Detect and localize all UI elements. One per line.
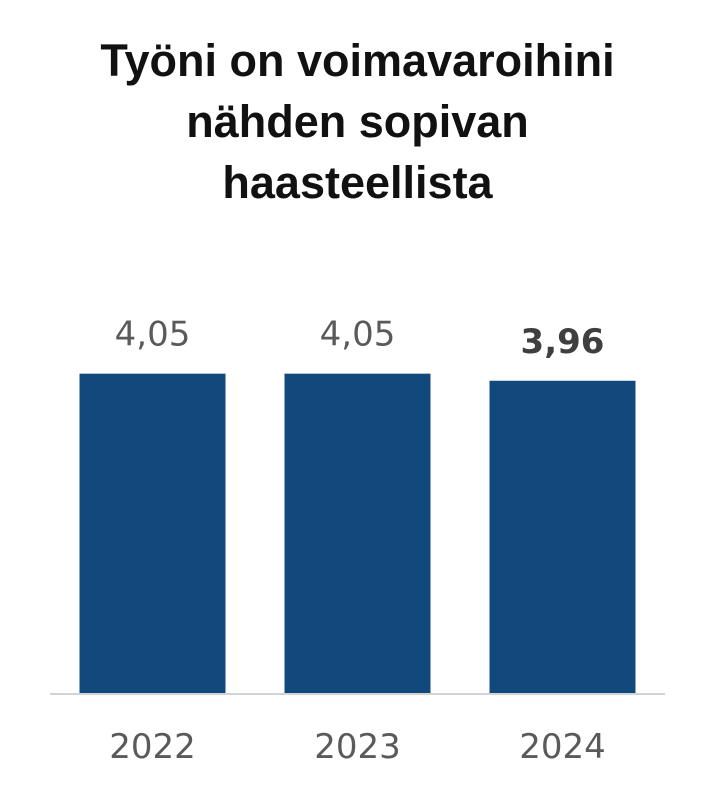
- value-labels-group: 4,05 4,05 3,96: [115, 315, 605, 362]
- x-tick-labels-group: 2022 2023 2024: [109, 727, 606, 767]
- chart-title: Työni on voimavaroihini nähden sopivan h…: [40, 30, 675, 213]
- bar-2022: [79, 373, 226, 693]
- bars-group: [79, 373, 636, 693]
- bar-2024: [489, 380, 636, 693]
- value-label-2023: 4,05: [320, 315, 396, 355]
- chart-title-line-2: nähden sopivan: [186, 96, 529, 147]
- value-label-2024: 3,96: [521, 322, 605, 362]
- chart-title-line-3: haasteellista: [222, 157, 493, 208]
- x-tick-label-2023: 2023: [314, 727, 401, 767]
- bar-2023: [284, 373, 431, 693]
- value-label-2022: 4,05: [115, 315, 191, 355]
- x-tick-label-2024: 2024: [519, 727, 606, 767]
- chart-title-line-1: Työni on voimavaroihini: [100, 35, 615, 86]
- x-tick-label-2022: 2022: [109, 727, 196, 767]
